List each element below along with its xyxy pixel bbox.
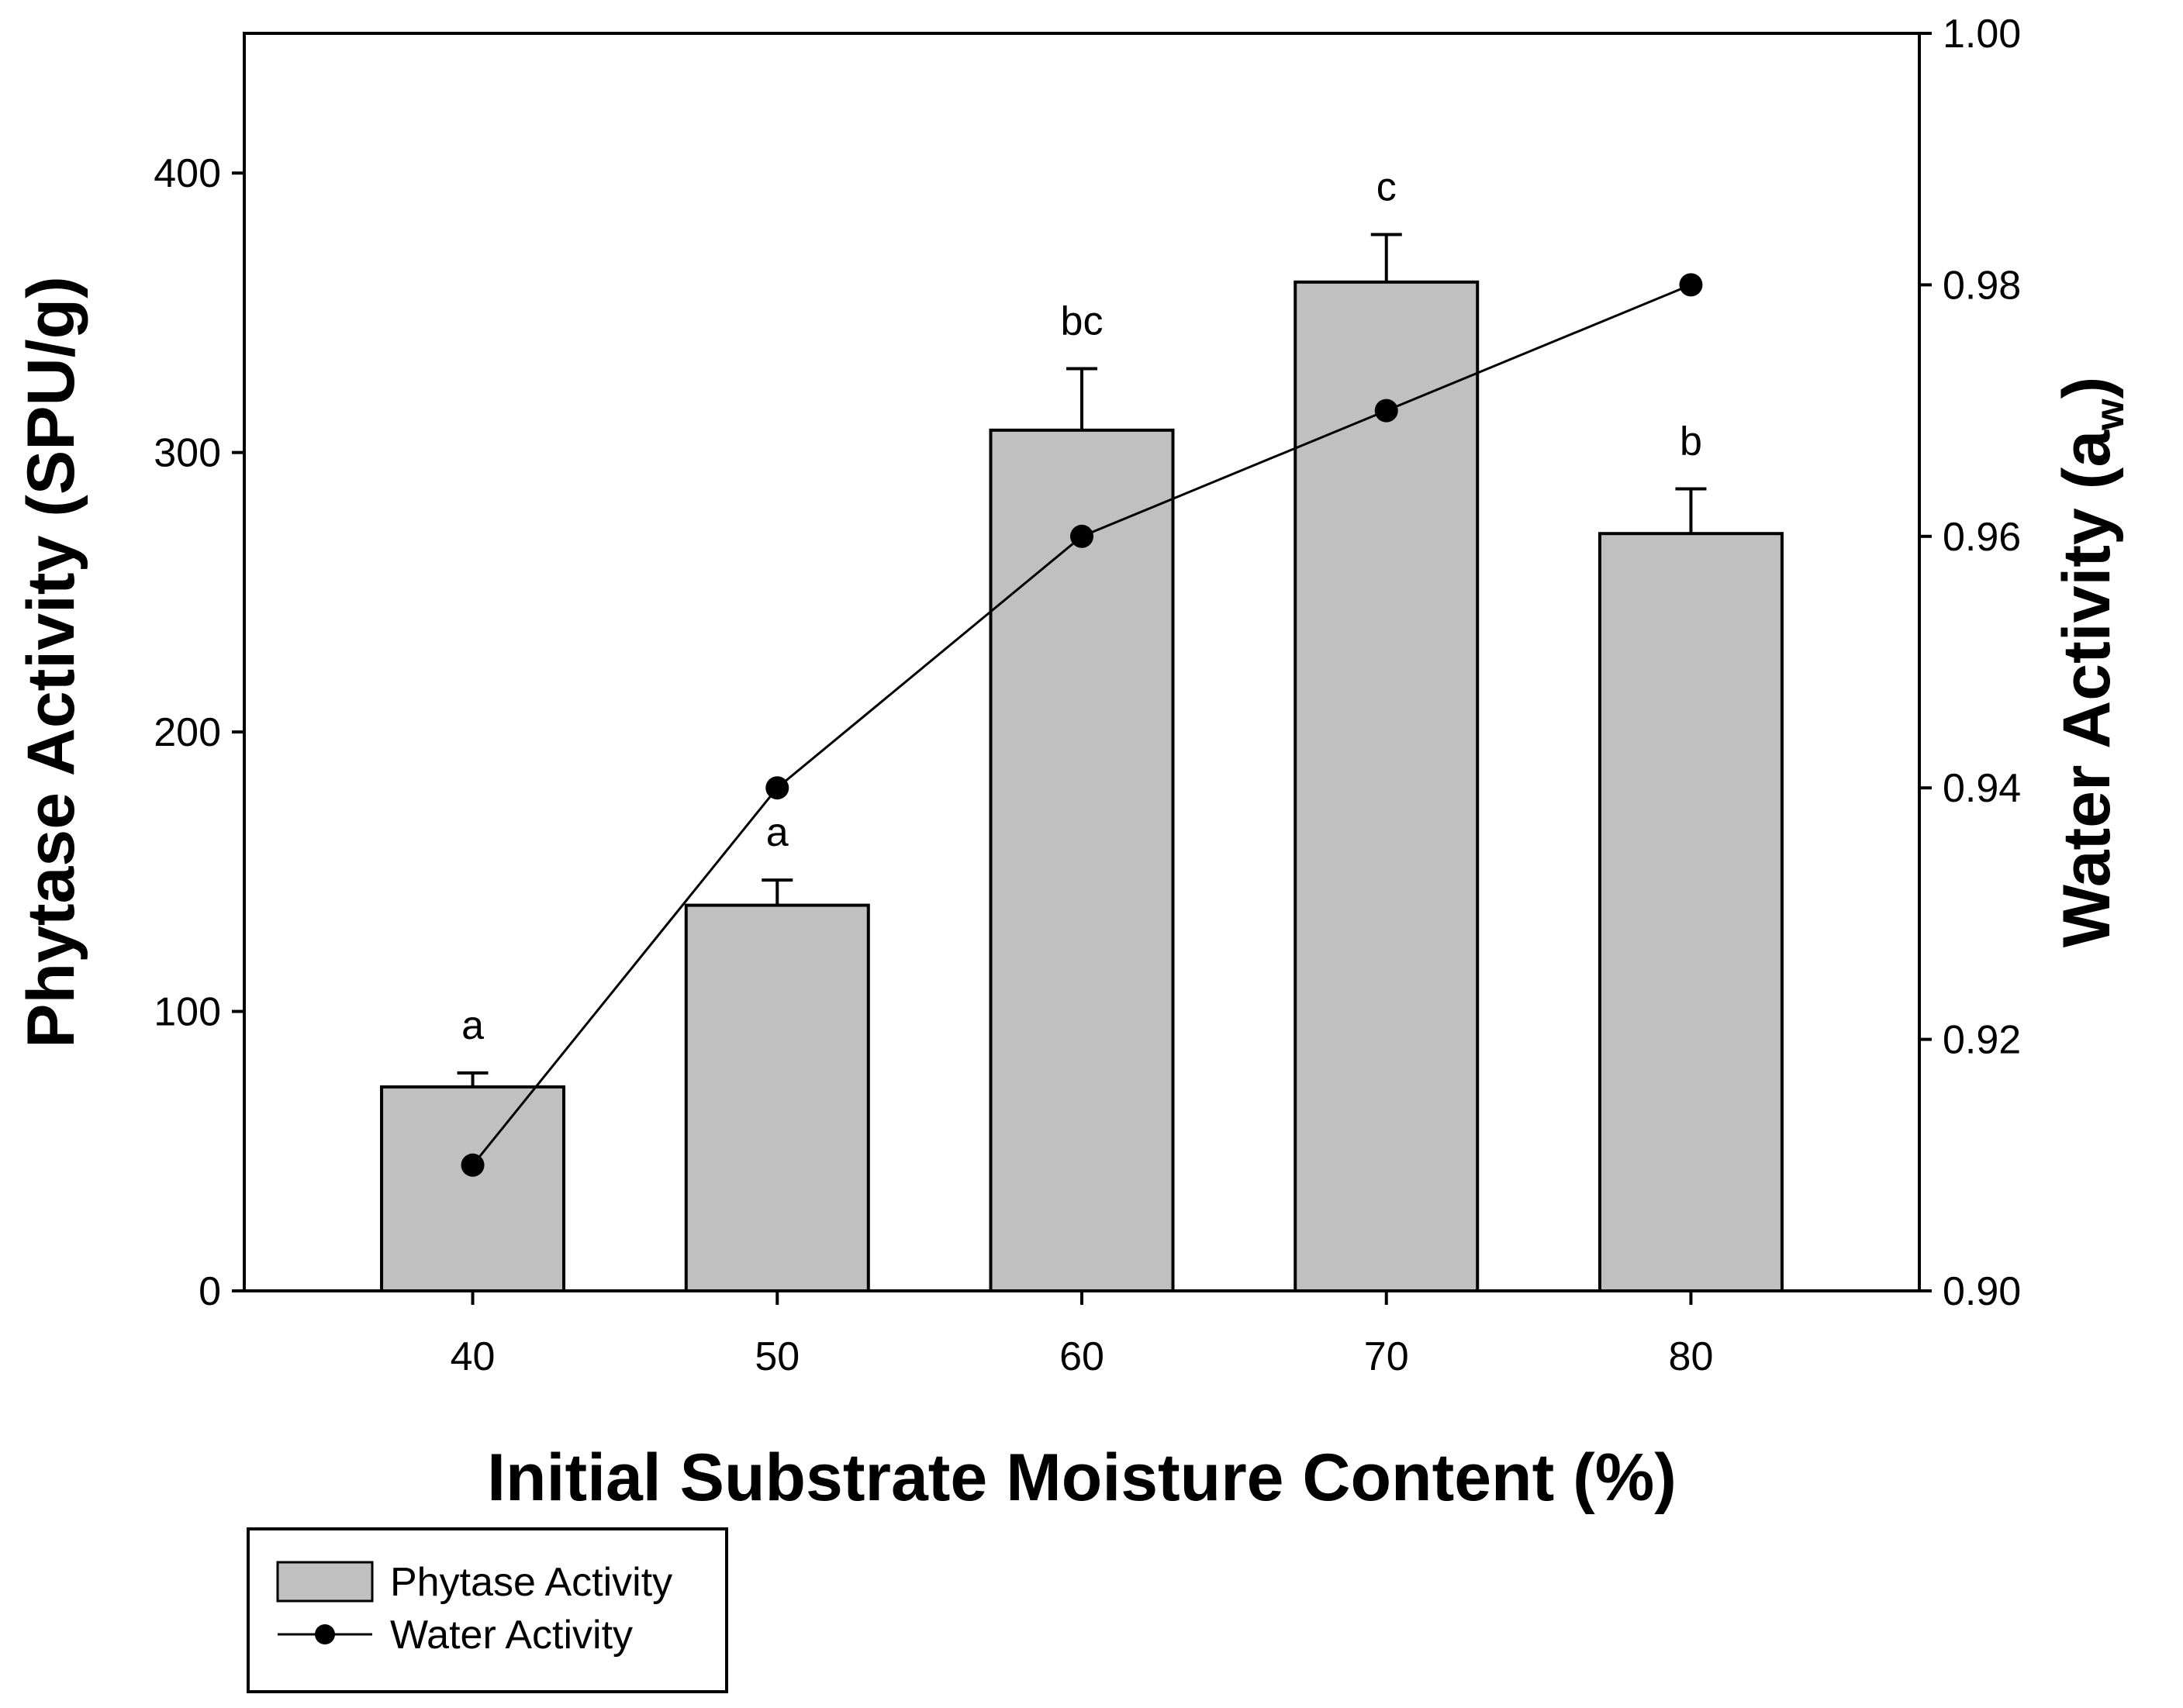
x-tick-label: 50 bbox=[755, 1334, 800, 1379]
right-axis-title-subscript: w bbox=[2088, 399, 2133, 431]
x-tick-label: 40 bbox=[451, 1334, 496, 1379]
significance-label-70: c bbox=[1376, 165, 1397, 210]
water-activity-point-50 bbox=[765, 776, 789, 800]
legend: Phytase Activity Water Activity bbox=[247, 1527, 728, 1693]
left-axis-title: Phytase Activity (SPU/g) bbox=[14, 276, 88, 1048]
significance-label-80: b bbox=[1680, 419, 1702, 464]
water-activity-point-80 bbox=[1679, 273, 1703, 297]
legend-line-marker bbox=[315, 1624, 335, 1644]
legend-bar-swatch bbox=[276, 1561, 374, 1603]
significance-label-40: a bbox=[461, 1003, 484, 1048]
left-tick-label: 300 bbox=[154, 431, 221, 476]
right-tick-label: 1.00 bbox=[1943, 12, 2021, 57]
water-activity-point-70 bbox=[1374, 399, 1398, 423]
bar-70 bbox=[1294, 280, 1480, 1293]
significance-labels-layer: a a bc c b bbox=[461, 165, 1702, 1048]
x-tick-label: 70 bbox=[1364, 1334, 1409, 1379]
left-tick-label: 200 bbox=[154, 710, 221, 755]
right-axis-title-close: ) bbox=[2050, 377, 2124, 399]
x-tick-label: 80 bbox=[1669, 1334, 1714, 1379]
bars-layer bbox=[380, 280, 1784, 1293]
left-tick-label: 100 bbox=[154, 990, 221, 1035]
left-axis-ticks: 0 100 200 300 400 bbox=[154, 151, 244, 1314]
bar-40 bbox=[380, 1085, 566, 1293]
bar-60 bbox=[989, 428, 1175, 1293]
x-tick-label: 60 bbox=[1059, 1334, 1104, 1379]
right-tick-label: 0.92 bbox=[1943, 1018, 2021, 1063]
right-tick-label: 0.94 bbox=[1943, 766, 2021, 811]
bar-50 bbox=[684, 903, 870, 1292]
water-activity-line-layer bbox=[461, 273, 1703, 1177]
x-axis-ticks: 40 50 60 70 80 bbox=[451, 1291, 1714, 1379]
right-axis-ticks: 0.90 0.92 0.94 0.96 0.98 1.00 bbox=[1919, 12, 2021, 1314]
left-tick-label: 400 bbox=[154, 151, 221, 196]
legend-label-phytase: Phytase Activity bbox=[390, 1560, 672, 1605]
right-tick-label: 0.96 bbox=[1943, 515, 2021, 560]
significance-label-50: a bbox=[766, 810, 789, 855]
bar-80 bbox=[1598, 532, 1784, 1292]
water-activity-point-60 bbox=[1070, 524, 1093, 548]
water-activity-point-40 bbox=[461, 1153, 485, 1177]
error-bars-layer bbox=[457, 233, 1707, 1087]
left-tick-label: 0 bbox=[199, 1269, 221, 1314]
legend-label-water: Water Activity bbox=[390, 1613, 633, 1658]
right-axis-title-main: Water Activity (a bbox=[2050, 430, 2124, 948]
right-axis-title: Water Activity (aw) bbox=[2050, 377, 2133, 948]
right-tick-label: 0.90 bbox=[1943, 1269, 2021, 1314]
legend-box bbox=[247, 1527, 728, 1693]
x-axis-title: Initial Substrate Moisture Content (%) bbox=[487, 1441, 1677, 1515]
right-tick-label: 0.98 bbox=[1943, 263, 2021, 308]
significance-label-60: bc bbox=[1061, 299, 1104, 344]
